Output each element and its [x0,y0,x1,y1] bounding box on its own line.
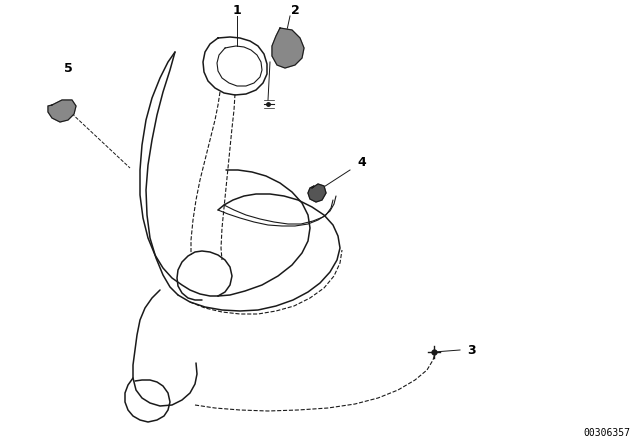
Text: 3: 3 [468,344,476,357]
Polygon shape [48,100,76,122]
Polygon shape [272,28,304,68]
Text: 00306357: 00306357 [583,428,630,438]
Text: 5: 5 [63,61,72,74]
Text: 2: 2 [291,4,300,17]
Text: 4: 4 [358,155,366,168]
Polygon shape [308,184,326,202]
Text: 1: 1 [232,4,241,17]
